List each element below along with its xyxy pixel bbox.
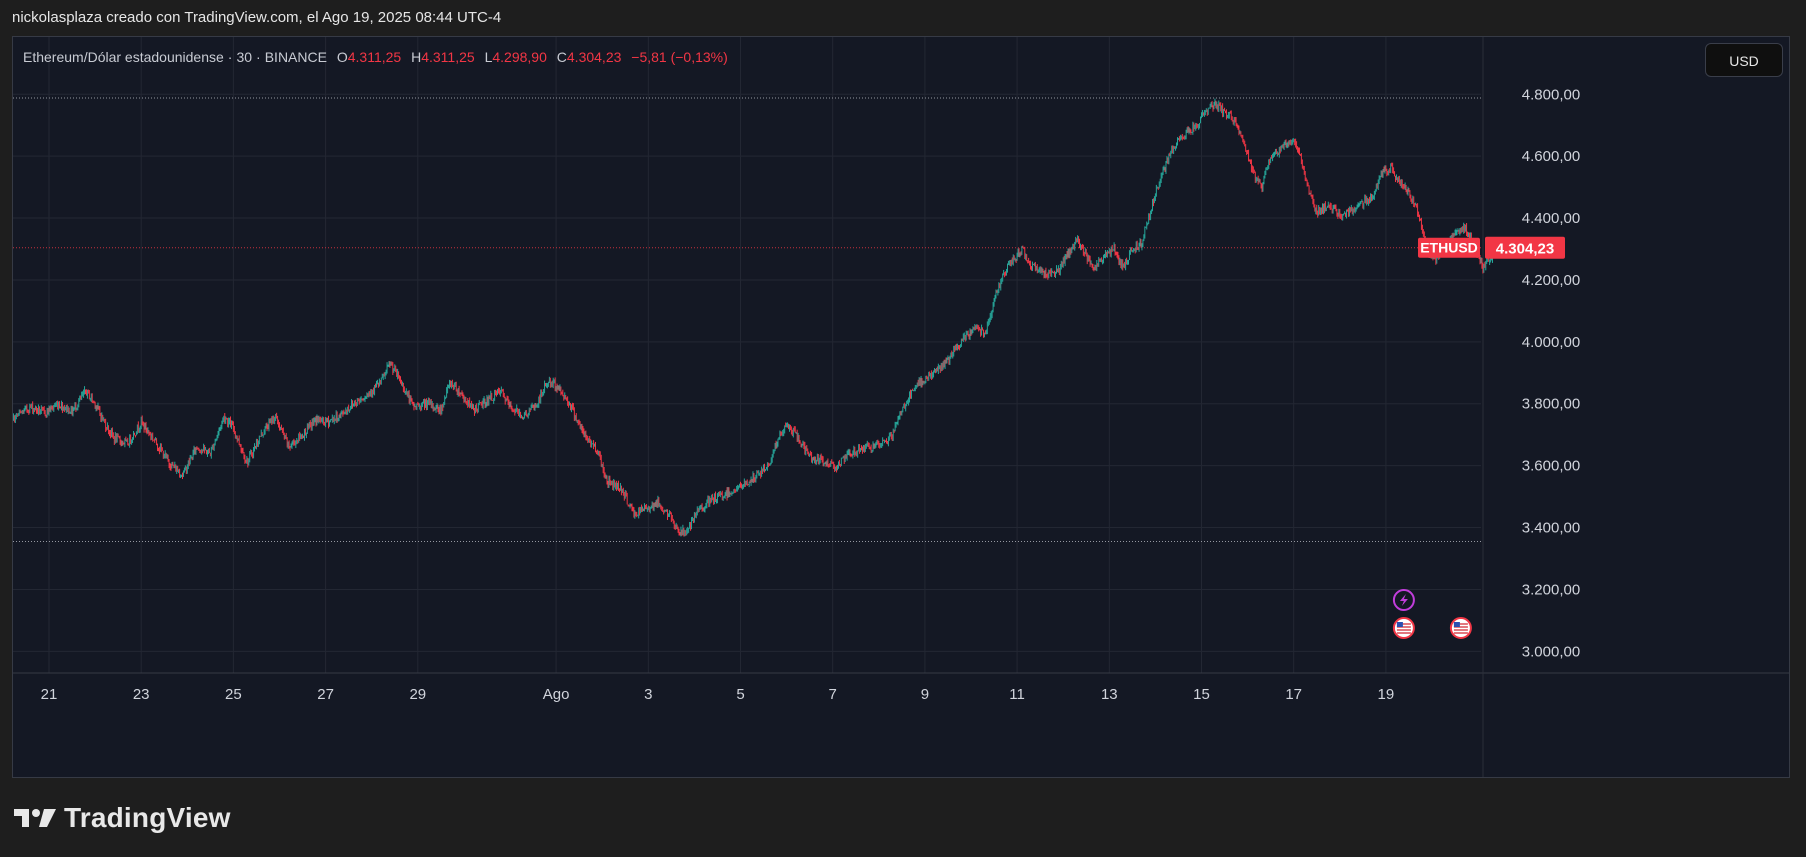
price-tag [1485, 236, 1565, 259]
y-axis-tick-label: 3.000,00 [1522, 643, 1580, 660]
tradingview-logo-icon [14, 809, 56, 827]
x-axis-tick-label: 27 [317, 686, 334, 703]
y-axis-tick-label: 4.000,00 [1522, 334, 1580, 351]
legend-low-value: 4.298,90 [492, 49, 547, 65]
x-axis-tick-label: 23 [133, 686, 150, 703]
legend-interval: 30 [236, 49, 253, 65]
x-axis-tick-label: 5 [736, 686, 744, 703]
symbol-tag-label: ETHUSD [1420, 240, 1478, 256]
y-axis-tick-label: 4.400,00 [1522, 210, 1580, 227]
legend-low-label: L [484, 49, 493, 65]
legend-close-value: 4.304,23 [566, 49, 622, 65]
legend-change: −5,81 (−0,13%) [631, 49, 728, 65]
x-axis-tick-label: 17 [1285, 686, 1302, 703]
y-axis-tick-label: 4.200,00 [1522, 272, 1580, 289]
legend-close-label: C [556, 49, 567, 65]
x-axis-tick-label: Ago [543, 686, 570, 703]
us-flag-icon [1392, 617, 1415, 639]
brand-name: TradingView [64, 802, 231, 833]
lightning-bolt [1399, 594, 1408, 606]
y-axis-tick-label: 3.400,00 [1522, 520, 1580, 537]
y-axis-tick-label: 4.600,00 [1522, 148, 1580, 165]
x-axis-tick-label: 9 [921, 686, 929, 703]
x-axis-tick-label: 29 [409, 686, 426, 703]
chart-panel[interactable]: 21 23 25 27 29 Ago 3 5 7 9 11 13 15 17 19 4.800,00 4.600… [12, 36, 1790, 778]
x-axis-tick-label: 13 [1101, 686, 1118, 703]
x-axis-tick-label: 21 [41, 686, 58, 703]
flag-canton [1396, 622, 1403, 627]
legend-exchange: BINANCE [264, 49, 327, 65]
legend-symbol[interactable]: Ethereum/Dólar estadounidense [23, 49, 224, 65]
chart-caption: nickolasplaza creado con TradingView.com… [12, 9, 502, 26]
symbol-tag [1418, 237, 1480, 258]
lightning-icon [1392, 589, 1415, 611]
candlestick-chart[interactable]: 21 23 25 27 29 Ago 3 5 7 9 11 13 15 17 19 4.800,00 4.600… [13, 37, 1790, 778]
x-axis-tick-label: 3 [644, 686, 652, 703]
currency-button[interactable]: USD [1705, 43, 1783, 77]
y-axis-tick-label: 4.800,00 [1522, 86, 1580, 103]
symbol-legend: Ethereum/Dólar estadounidense · 30 · BINANCE… [23, 49, 728, 65]
x-axis-tick-label: 7 [829, 686, 837, 703]
x-axis-tick-label: 25 [225, 686, 242, 703]
flag-canton [1453, 622, 1460, 627]
y-axis-tick-label: 3.600,00 [1522, 458, 1580, 475]
legend-high-value: 4.311,25 [421, 49, 475, 65]
x-axis-tick-label: 19 [1378, 686, 1395, 703]
legend-open-label: O [336, 49, 348, 65]
x-axis-tick-label: 15 [1193, 686, 1210, 703]
y-axis-tick-label: 3.200,00 [1522, 581, 1580, 598]
price-tag-value: 4.304,23 [1496, 241, 1554, 258]
legend-open-value: 4.311,25 [347, 49, 402, 65]
y-axis-tick-label: 3.800,00 [1522, 396, 1580, 413]
us-flag-icon [1449, 617, 1472, 639]
legend-high-label: H [411, 49, 422, 65]
x-axis-tick-label: 11 [1009, 686, 1025, 703]
brand-watermark: TradingView [14, 802, 231, 834]
